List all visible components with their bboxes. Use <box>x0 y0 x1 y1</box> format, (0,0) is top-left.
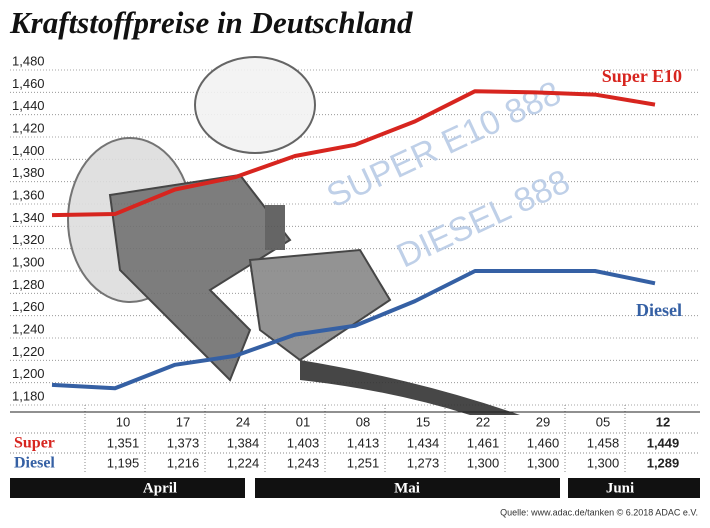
x-tick-label: 05 <box>596 414 610 429</box>
month-bar <box>568 478 700 498</box>
y-tick-label: 1,380 <box>12 165 45 180</box>
y-tick-label: 1,420 <box>12 120 45 135</box>
table-value: 1,273 <box>407 455 440 470</box>
y-tick-label: 1,400 <box>12 143 45 158</box>
x-tick-label: 17 <box>176 414 190 429</box>
x-tick-label: 08 <box>356 414 370 429</box>
table-value: 1,195 <box>107 455 140 470</box>
table-value: 1,434 <box>407 435 440 450</box>
table-value: 1,224 <box>227 455 260 470</box>
x-tick-label: 24 <box>236 414 250 429</box>
table-value: 1,351 <box>107 435 140 450</box>
y-tick-label: 1,360 <box>12 187 45 202</box>
table-value: 1,449 <box>647 435 680 450</box>
row-label: Super <box>14 435 55 452</box>
table-value: 1,461 <box>467 435 500 450</box>
month-label: Juni <box>606 480 634 496</box>
table-value: 1,300 <box>467 455 500 470</box>
table-value: 1,300 <box>527 455 560 470</box>
table-value: 1,289 <box>647 455 680 470</box>
svg-text:DIESEL 888: DIESEL 888 <box>391 162 576 275</box>
illustration: SUPER E10 888 DIESEL 888 <box>67 56 576 415</box>
table-value: 1,216 <box>167 455 200 470</box>
y-tick-label: 1,340 <box>12 210 45 225</box>
x-tick-label: 10 <box>116 414 130 429</box>
series-line <box>51 89 656 218</box>
table-value: 1,458 <box>587 435 620 450</box>
y-tick-label: 1,200 <box>12 366 45 381</box>
month-bar <box>10 478 245 498</box>
y-tick-label: 1,480 <box>12 53 45 68</box>
table-value: 1,460 <box>527 435 560 450</box>
chart-title: Kraftstoffpreise in Deutschland <box>9 5 413 40</box>
table-value: 1,373 <box>167 435 200 450</box>
x-tick-label: 29 <box>536 414 550 429</box>
table-value: 1,413 <box>347 435 380 450</box>
y-tick-label: 1,260 <box>12 299 45 314</box>
legend-label: Super E10 <box>602 66 682 86</box>
x-tick-label: 22 <box>476 414 490 429</box>
y-tick-label: 1,300 <box>12 254 45 269</box>
table-value: 1,300 <box>587 455 620 470</box>
y-tick-label: 1,180 <box>12 388 45 403</box>
y-tick-label: 1,240 <box>12 321 45 336</box>
y-tick-label: 1,220 <box>12 344 45 359</box>
table-value: 1,251 <box>347 455 380 470</box>
x-tick-label: 15 <box>416 414 430 429</box>
row-label: Diesel <box>14 455 55 472</box>
y-tick-label: 1,460 <box>12 76 45 91</box>
x-tick-label: 01 <box>296 414 310 429</box>
source: Quelle: www.adac.de/tanken © 6.2018 ADAC… <box>500 507 698 517</box>
legend-label: Diesel <box>636 300 682 320</box>
table-value: 1,243 <box>287 455 320 470</box>
y-tick-label: 1,440 <box>12 98 45 113</box>
y-tick-label: 1,320 <box>12 232 45 247</box>
table-value: 1,403 <box>287 435 320 450</box>
month-bar <box>255 478 560 498</box>
month-label: April <box>143 480 177 496</box>
y-tick-label: 1,280 <box>12 277 45 292</box>
x-tick-label: 12 <box>656 414 670 429</box>
month-label: Mai <box>394 480 420 496</box>
table-value: 1,384 <box>227 435 260 450</box>
series-line <box>51 269 656 391</box>
